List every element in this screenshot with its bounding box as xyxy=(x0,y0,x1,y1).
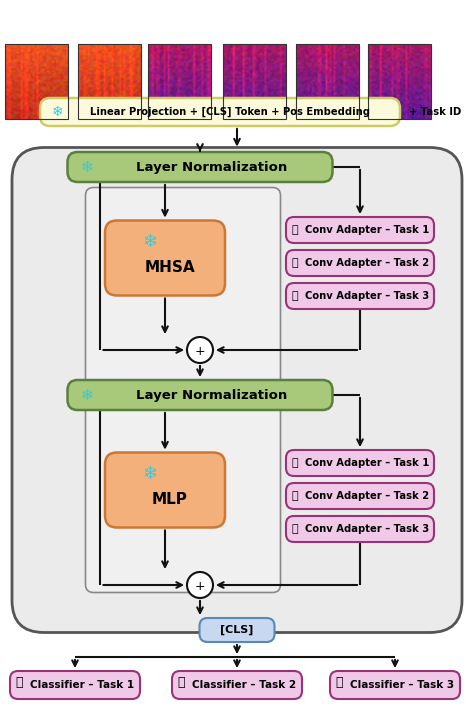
Bar xyxy=(368,44,431,119)
Text: 🔥: 🔥 xyxy=(177,676,185,690)
FancyBboxPatch shape xyxy=(10,671,140,699)
Text: 🔥: 🔥 xyxy=(335,676,343,690)
Text: ❄: ❄ xyxy=(52,105,64,119)
Text: MLP: MLP xyxy=(152,493,188,508)
FancyBboxPatch shape xyxy=(105,220,225,296)
FancyBboxPatch shape xyxy=(200,618,274,642)
FancyBboxPatch shape xyxy=(330,671,460,699)
Bar xyxy=(297,44,359,119)
Text: Conv Adapter – Task 1: Conv Adapter – Task 1 xyxy=(305,225,429,235)
Text: Classifier – Task 3: Classifier – Task 3 xyxy=(350,680,454,690)
Text: 🔥: 🔥 xyxy=(292,258,298,268)
FancyBboxPatch shape xyxy=(172,671,302,699)
Text: Classifier – Task 2: Classifier – Task 2 xyxy=(192,680,296,690)
Text: Conv Adapter – Task 2: Conv Adapter – Task 2 xyxy=(305,491,429,501)
Circle shape xyxy=(187,572,213,598)
Text: MHSA: MHSA xyxy=(145,260,195,275)
Text: + Task ID: + Task ID xyxy=(409,107,461,117)
Bar xyxy=(6,44,69,119)
Text: Conv Adapter – Task 3: Conv Adapter – Task 3 xyxy=(305,291,429,301)
FancyBboxPatch shape xyxy=(12,147,462,633)
Text: ❄: ❄ xyxy=(143,233,157,251)
Text: Linear Projection + [CLS] Token + Pos Embedding: Linear Projection + [CLS] Token + Pos Em… xyxy=(90,107,370,117)
FancyBboxPatch shape xyxy=(105,452,225,528)
Text: 🔥: 🔥 xyxy=(292,458,298,468)
FancyBboxPatch shape xyxy=(286,516,434,542)
FancyBboxPatch shape xyxy=(286,483,434,509)
Bar xyxy=(224,44,286,119)
FancyBboxPatch shape xyxy=(286,450,434,476)
Text: Layer Normalization: Layer Normalization xyxy=(137,161,288,173)
Circle shape xyxy=(187,337,213,363)
Text: 🔥: 🔥 xyxy=(292,291,298,301)
FancyBboxPatch shape xyxy=(286,283,434,309)
FancyBboxPatch shape xyxy=(85,188,281,592)
Text: Conv Adapter – Task 1: Conv Adapter – Task 1 xyxy=(305,458,429,468)
Text: 🔥: 🔥 xyxy=(292,491,298,501)
Text: ❄: ❄ xyxy=(81,159,94,174)
FancyBboxPatch shape xyxy=(67,152,332,182)
Text: 🔥: 🔥 xyxy=(15,676,23,690)
FancyBboxPatch shape xyxy=(286,217,434,243)
FancyBboxPatch shape xyxy=(67,380,332,410)
Bar xyxy=(148,44,211,119)
Text: Classifier – Task 1: Classifier – Task 1 xyxy=(30,680,134,690)
Text: ❄: ❄ xyxy=(143,465,157,483)
Bar xyxy=(79,44,142,119)
Text: Conv Adapter – Task 2: Conv Adapter – Task 2 xyxy=(305,258,429,268)
Text: Layer Normalization: Layer Normalization xyxy=(137,388,288,402)
Text: 🔥: 🔥 xyxy=(292,225,298,235)
Text: [CLS]: [CLS] xyxy=(220,625,254,635)
Text: +: + xyxy=(195,345,205,358)
Text: +: + xyxy=(195,580,205,593)
Text: 🔥: 🔥 xyxy=(292,524,298,534)
Text: Conv Adapter – Task 3: Conv Adapter – Task 3 xyxy=(305,524,429,534)
FancyBboxPatch shape xyxy=(40,98,400,126)
FancyBboxPatch shape xyxy=(286,250,434,276)
Text: ❄: ❄ xyxy=(81,387,94,402)
